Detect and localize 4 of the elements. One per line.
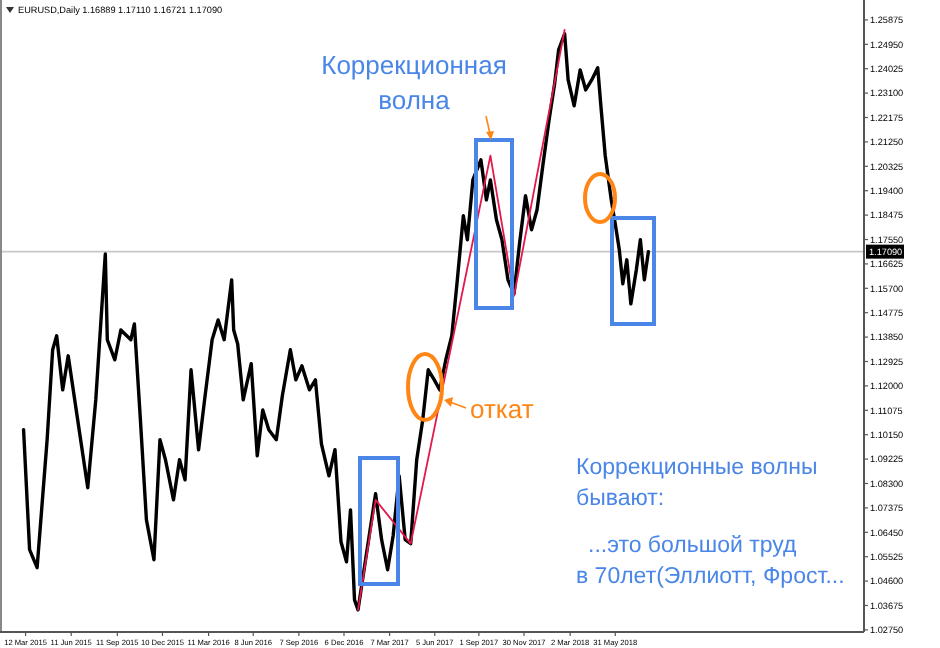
annotation: Коррекционные волны бывают: bbox=[576, 456, 818, 512]
annotation: ...это большой труд в 70лет(Эллиотт, Фрост... bbox=[576, 534, 845, 590]
annotation: Коррекционная волна bbox=[321, 50, 507, 116]
annotation: откат bbox=[470, 394, 534, 424]
